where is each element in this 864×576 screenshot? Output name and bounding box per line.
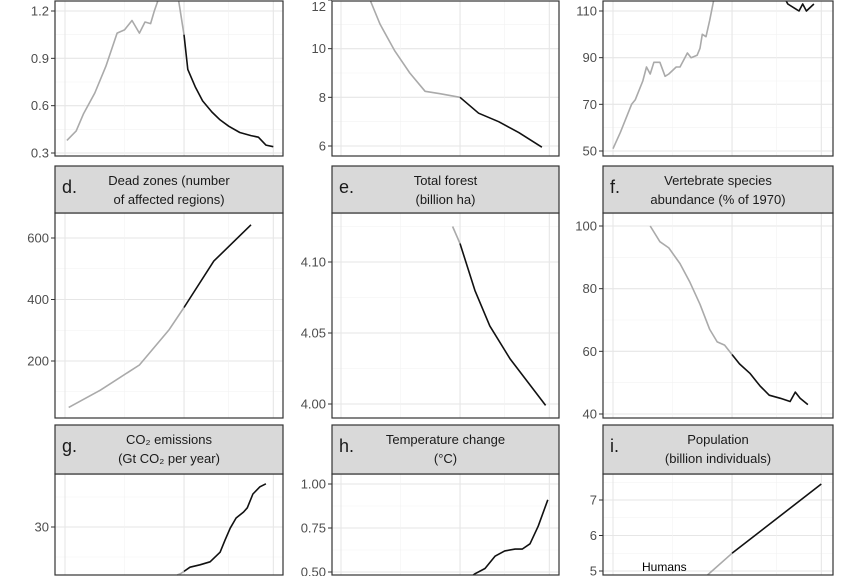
- panel-border: [331, 0, 560, 157]
- y-tick-label: 6: [319, 139, 326, 154]
- panel-g: 30 g. CO₂ emissions (Gt CO₂ per year): [35, 424, 284, 576]
- strip-header: [331, 424, 560, 475]
- panel-h: 0.50 0.75 1.00 h. Temperature change (°C): [301, 424, 560, 576]
- panel-title-line: of affected regions): [113, 192, 224, 207]
- panel-letter: h.: [339, 436, 354, 456]
- series-line-recent: [731, 483, 822, 554]
- y-tick-label: 110: [576, 4, 597, 19]
- y-tick-label: 0.6: [31, 98, 49, 113]
- panel-b: 6 8 10 12: [312, 0, 560, 157]
- panel-c: 50 70 90 110: [576, 0, 834, 159]
- y-tick-label: 6: [590, 528, 597, 543]
- plot-background: [332, 474, 559, 575]
- series-line-recent: [183, 34, 274, 148]
- panel-border: [54, 0, 284, 157]
- panel-d: 200 400 600 d. Dead zones (number of affected…: [27, 165, 284, 419]
- panel-title-line: abundance (% of 1970): [650, 192, 785, 207]
- panel-i: 5 6 7 i. Population (billion individuals) Huma…: [590, 424, 834, 576]
- series-line-early: [177, 0, 185, 35]
- panel-letter: e.: [339, 177, 354, 197]
- series-line-early: [612, 0, 715, 150]
- y-tick-label: 90: [583, 50, 597, 65]
- panel-title-line: Temperature change: [386, 432, 505, 447]
- y-tick-label: 0.50: [301, 565, 326, 576]
- y-tick-label: 400: [27, 292, 49, 307]
- y-tick-label: 12: [312, 0, 326, 14]
- panel-e: 4.00 4.05 4.10 e. Total forest (billion ha): [301, 165, 560, 419]
- series-line-early: [68, 307, 185, 409]
- panel-title-line: Vertebrate species: [664, 173, 772, 188]
- y-tick-label: 0.3: [31, 146, 49, 161]
- y-tick-label: 100: [575, 219, 597, 234]
- series-annotation: Humans: [642, 560, 687, 574]
- strip-header: [602, 424, 834, 475]
- series-line-early: [649, 225, 733, 355]
- strip-header: [602, 165, 834, 214]
- y-tick-label: 4.10: [301, 255, 326, 270]
- plot-background: [55, 474, 283, 575]
- y-tick-label: 1.2: [31, 4, 49, 19]
- y-tick-label: 40: [583, 407, 597, 422]
- strip-header: [54, 424, 284, 475]
- y-tick-label: 10: [312, 41, 326, 56]
- series-line-early: [66, 0, 159, 141]
- y-tick-label: 0.9: [31, 51, 49, 66]
- plot-background: [332, 213, 559, 418]
- series-line-recent: [459, 96, 543, 148]
- plot-background: [55, 213, 283, 418]
- plot-background: [55, 1, 283, 156]
- panel-title-line: (Gt CO₂ per year): [118, 451, 220, 466]
- plot-background: [603, 213, 833, 418]
- y-tick-label: 8: [319, 90, 326, 105]
- strip-header: [54, 165, 284, 214]
- series-line-early: [369, 0, 461, 99]
- series-line-recent: [459, 243, 547, 406]
- y-tick-label: 600: [27, 231, 49, 246]
- panel-letter: f.: [610, 177, 620, 197]
- panel-title-line: CO₂ emissions: [126, 432, 212, 447]
- panel-a: 0.3 0.6 0.9 1.2: [31, 0, 284, 161]
- panel-f: 40 60 80 100 f. Vertebrate species abundance (…: [575, 165, 834, 422]
- y-tick-label: 30: [35, 520, 49, 535]
- panel-title-line: Dead zones (number: [108, 173, 230, 188]
- y-tick-label: 200: [27, 354, 49, 369]
- plot-background: [332, 1, 559, 156]
- series-line-recent: [472, 499, 549, 576]
- y-tick-label: 4.00: [301, 397, 326, 412]
- strip-header: [331, 165, 560, 214]
- panel-letter: d.: [62, 177, 77, 197]
- plot-background: [603, 474, 833, 575]
- plot-background: [603, 1, 833, 156]
- panel-title-line: (°C): [434, 451, 457, 466]
- panel-title-line: (billion individuals): [665, 451, 771, 466]
- y-tick-label: 4.05: [301, 326, 326, 341]
- series-line-recent: [183, 483, 267, 573]
- panel-letter: g.: [62, 436, 77, 456]
- series-line-recent: [183, 224, 252, 308]
- panel-border: [602, 0, 834, 157]
- series-line-recent: [785, 0, 815, 12]
- series-line-recent: [731, 354, 809, 406]
- panel-title-line: Total forest: [414, 173, 478, 188]
- series-line-early: [706, 552, 733, 576]
- y-tick-label: 50: [583, 144, 597, 159]
- y-tick-label: 5: [590, 564, 597, 576]
- y-tick-label: 60: [583, 344, 597, 359]
- panel-letter: i.: [610, 436, 619, 456]
- y-tick-label: 70: [583, 97, 597, 112]
- y-tick-label: 0.75: [301, 521, 326, 536]
- series-line-early: [451, 226, 461, 244]
- y-tick-label: 80: [583, 281, 597, 296]
- y-tick-label: 1.00: [301, 477, 326, 492]
- panel-title-line: Population: [687, 432, 748, 447]
- panel-title-line: (billion ha): [416, 192, 476, 207]
- y-tick-label: 7: [590, 493, 597, 508]
